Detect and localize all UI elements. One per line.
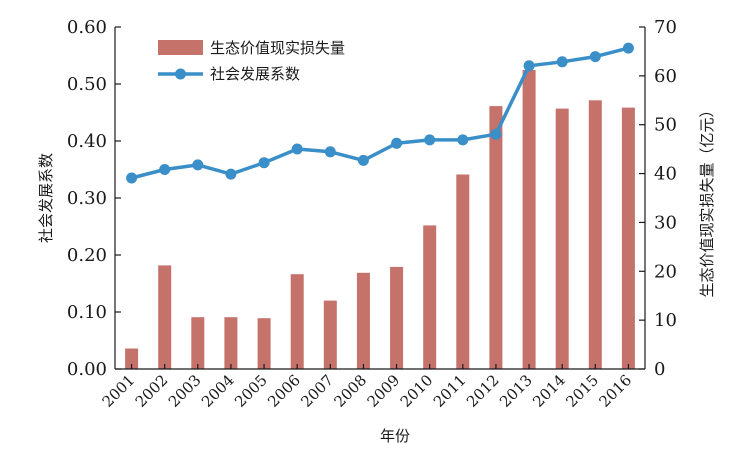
- x-tick-label-2013: 2013: [496, 371, 536, 411]
- line-series: [126, 42, 634, 184]
- x-tick-label-2014: 2014: [529, 371, 569, 411]
- right-tick-label: 70: [654, 17, 677, 38]
- right-tick-label: 10: [654, 310, 677, 331]
- left-tick-label: 0.20: [67, 245, 107, 266]
- point-2010: [424, 134, 436, 146]
- left-tick-label: 0.30: [67, 188, 107, 209]
- x-tick-label-2007: 2007: [297, 371, 337, 411]
- legend-label-social: 社会发展系数: [210, 65, 300, 83]
- right-tick-label: 60: [654, 66, 677, 87]
- legend: 生态价值现实损失量 社会发展系数: [158, 39, 345, 83]
- bar-2015: [588, 100, 602, 370]
- bar-series: [125, 70, 635, 370]
- bar-2006: [290, 274, 304, 369]
- point-2004: [225, 168, 237, 180]
- legend-label-loss: 生态价值现实损失量: [210, 39, 345, 57]
- x-tick-label-2003: 2003: [165, 371, 205, 411]
- left-tick-label: 0.00: [67, 359, 107, 380]
- bar-2005: [257, 318, 271, 369]
- x-tick-label-2012: 2012: [463, 371, 503, 411]
- left-tick-label: 0.10: [67, 302, 107, 323]
- point-2015: [589, 51, 601, 63]
- point-2008: [357, 154, 369, 166]
- x-tick-label-2005: 2005: [231, 371, 271, 411]
- bar-2009: [390, 266, 404, 369]
- bar-2016: [621, 107, 635, 369]
- left-axis-ticks: 0.00 0.10 0.20 0.30 0.40 0.50 0.60: [67, 17, 121, 380]
- point-2006: [291, 143, 303, 155]
- left-tick-label: 0.60: [67, 17, 107, 38]
- left-tick-label: 0.40: [67, 131, 107, 152]
- x-axis-title: 年份: [380, 427, 410, 445]
- bar-2010: [423, 225, 437, 369]
- left-axis-title: 社会发展系数: [37, 153, 55, 243]
- bar-2013: [522, 70, 536, 369]
- bar-2001: [125, 348, 139, 369]
- point-2012: [490, 128, 502, 140]
- x-tick-label-2015: 2015: [562, 371, 602, 411]
- point-2005: [258, 157, 270, 169]
- series-line-social-development: [131, 46, 629, 180]
- right-tick-label: 20: [654, 261, 677, 282]
- right-tick-label: 30: [654, 212, 677, 233]
- x-tick-label-2002: 2002: [132, 371, 172, 411]
- point-2001: [126, 172, 138, 184]
- bar-2002: [158, 265, 172, 369]
- x-tick-label-2008: 2008: [331, 371, 371, 411]
- left-tick-label: 0.50: [67, 74, 107, 95]
- x-tick-label-2016: 2016: [596, 371, 636, 411]
- bar-2003: [191, 317, 205, 369]
- x-tick-label-2011: 2011: [430, 371, 470, 411]
- point-2002: [159, 164, 171, 175]
- legend-swatch-loss: [158, 40, 203, 55]
- point-2011: [457, 134, 469, 146]
- bar-2008: [356, 272, 370, 369]
- bar-2004: [224, 317, 238, 369]
- right-tick-label: 40: [654, 164, 677, 185]
- x-axis-ticks: 2001200220032004200520062007200820092010…: [99, 364, 636, 411]
- point-2009: [391, 137, 403, 149]
- x-tick-label-2004: 2004: [198, 371, 238, 411]
- right-axis-ticks: 0 10 20 30 40 50 60 70: [639, 17, 677, 380]
- x-tick-label-2009: 2009: [364, 371, 404, 411]
- bar-2007: [323, 300, 337, 369]
- right-tick-label: 50: [654, 115, 677, 136]
- point-2014: [556, 56, 568, 68]
- right-axis-title: 生态价值现实损失量（亿元）: [698, 102, 716, 297]
- point-2007: [324, 146, 336, 158]
- bar-2012: [489, 106, 503, 369]
- bar-2014: [555, 108, 569, 369]
- point-2003: [192, 159, 204, 171]
- point-2013: [523, 60, 535, 72]
- legend-marker-social: [175, 68, 186, 80]
- point-2016: [622, 42, 634, 54]
- right-tick-label: 0: [654, 359, 665, 380]
- x-tick-label-2010: 2010: [397, 371, 437, 411]
- bar-2011: [456, 174, 470, 369]
- x-tick-label-2006: 2006: [264, 371, 304, 411]
